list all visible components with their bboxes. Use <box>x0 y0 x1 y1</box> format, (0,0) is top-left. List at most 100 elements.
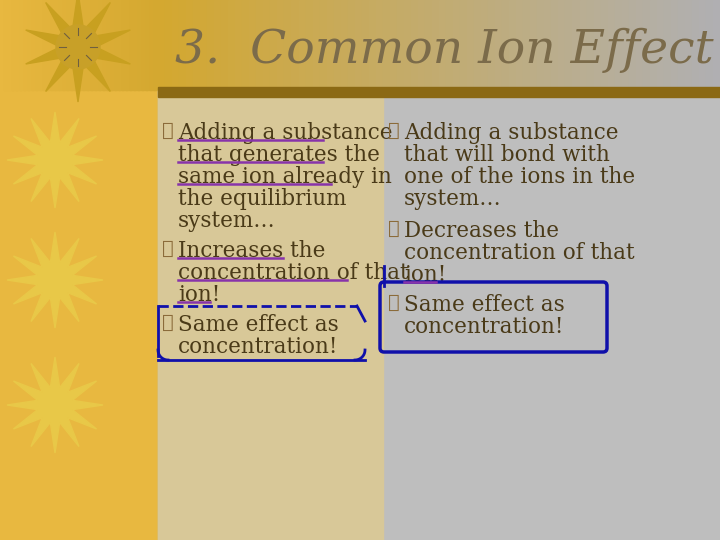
Bar <box>59 0 64 90</box>
Bar <box>361 0 370 90</box>
Bar <box>127 0 131 90</box>
Bar <box>0 0 5 90</box>
Bar <box>19 0 24 90</box>
Text: Same effect as: Same effect as <box>404 294 564 316</box>
Bar <box>235 0 243 90</box>
Bar <box>397 0 405 90</box>
Bar <box>119 0 123 90</box>
Bar <box>439 0 447 90</box>
Bar <box>207 0 215 90</box>
Bar <box>341 0 348 90</box>
Bar <box>488 0 496 90</box>
Text: ion!: ion! <box>178 284 220 306</box>
Bar <box>32 0 37 90</box>
Bar <box>228 0 236 90</box>
Polygon shape <box>26 0 130 102</box>
Bar <box>685 0 693 90</box>
Bar <box>179 0 187 90</box>
Bar <box>135 0 139 90</box>
Bar <box>629 0 636 90</box>
Bar <box>327 0 335 90</box>
Bar <box>103 0 108 90</box>
Bar <box>305 0 313 90</box>
Bar <box>55 0 60 90</box>
Text: ✶: ✶ <box>388 122 400 140</box>
Bar <box>699 0 707 90</box>
Bar <box>158 90 383 540</box>
Bar <box>593 0 602 90</box>
Bar <box>376 0 384 90</box>
Bar <box>165 0 173 90</box>
Bar <box>114 0 120 90</box>
Bar <box>411 0 419 90</box>
Text: concentration of that: concentration of that <box>404 242 634 264</box>
Bar <box>418 0 426 90</box>
Bar <box>544 0 552 90</box>
Bar <box>587 0 595 90</box>
Bar <box>383 0 391 90</box>
Bar <box>453 0 461 90</box>
Text: system…: system… <box>404 188 502 210</box>
Bar <box>692 0 700 90</box>
Text: ion!: ion! <box>404 264 446 286</box>
Bar <box>256 0 264 90</box>
Bar <box>107 0 112 90</box>
Bar <box>143 0 147 90</box>
Text: ✶: ✶ <box>388 294 400 312</box>
Bar <box>495 0 503 90</box>
Text: concentration!: concentration! <box>178 336 338 358</box>
Bar <box>63 0 68 90</box>
Text: Adding a substance: Adding a substance <box>178 122 392 144</box>
Bar <box>320 0 328 90</box>
Bar <box>446 0 454 90</box>
Bar <box>284 0 292 90</box>
Text: concentration of that: concentration of that <box>178 262 409 284</box>
Bar <box>277 0 285 90</box>
Text: system…: system… <box>178 210 276 232</box>
Text: Increases the: Increases the <box>178 240 325 262</box>
Circle shape <box>56 25 100 69</box>
Bar <box>467 0 475 90</box>
Bar <box>271 0 279 90</box>
Bar <box>4 0 9 90</box>
Text: ✶: ✶ <box>388 220 400 238</box>
Bar <box>580 0 588 90</box>
Bar <box>572 0 580 90</box>
Bar <box>608 0 616 90</box>
Bar <box>565 0 573 90</box>
Bar <box>158 87 720 97</box>
Bar <box>537 0 545 90</box>
Bar <box>523 0 531 90</box>
Bar <box>460 0 468 90</box>
Bar <box>154 0 159 90</box>
Bar <box>678 0 686 90</box>
Bar <box>509 0 517 90</box>
Bar <box>559 0 567 90</box>
Bar <box>200 0 208 90</box>
Bar <box>16 0 21 90</box>
Bar <box>312 0 320 90</box>
Bar <box>24 0 29 90</box>
Bar <box>552 0 559 90</box>
Bar <box>249 0 257 90</box>
Text: 3.  Common Ion Effect: 3. Common Ion Effect <box>175 28 714 73</box>
Bar <box>158 0 166 90</box>
Bar <box>51 0 56 90</box>
Bar <box>355 0 363 90</box>
Bar <box>299 0 307 90</box>
Bar <box>111 0 115 90</box>
Bar <box>172 0 180 90</box>
Text: that generates the: that generates the <box>178 144 380 166</box>
Bar <box>150 0 155 90</box>
Bar <box>636 0 644 90</box>
Bar <box>333 0 342 90</box>
Bar <box>474 0 482 90</box>
Bar <box>122 0 127 90</box>
Bar <box>146 0 151 90</box>
Bar <box>600 0 608 90</box>
Bar <box>87 0 92 90</box>
Bar <box>432 0 440 90</box>
Bar <box>193 0 201 90</box>
Text: Same effect as: Same effect as <box>178 314 338 336</box>
Bar <box>95 0 100 90</box>
